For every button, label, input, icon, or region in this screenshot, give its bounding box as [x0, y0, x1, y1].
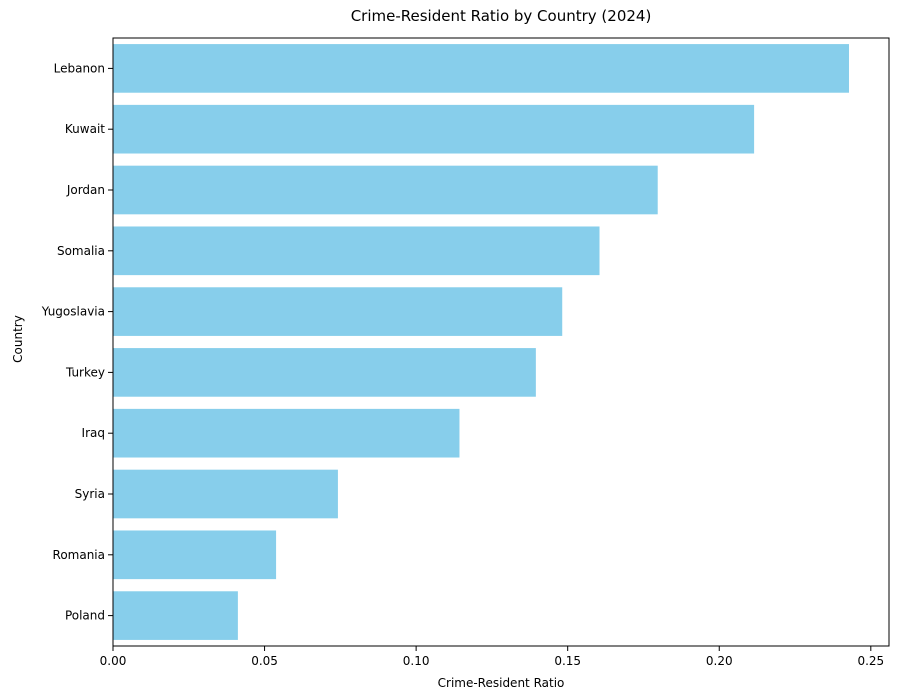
y-tick-label-iraq: Iraq	[82, 426, 105, 440]
bar-iraq	[113, 408, 460, 458]
bar-lebanon	[113, 44, 849, 93]
bar-somalia	[113, 226, 600, 276]
bar-yugoslavia	[113, 287, 563, 336]
y-tick-label-poland: Poland	[65, 609, 105, 623]
bar-jordan	[113, 165, 658, 215]
bar-romania	[113, 530, 277, 580]
chart-title: Crime-Resident Ratio by Country (2024)	[351, 7, 652, 25]
y-tick-label-romania: Romania	[53, 548, 105, 562]
x-tick-label-2: 0.10	[403, 654, 430, 668]
x-tick-label-4: 0.20	[706, 654, 733, 668]
x-tick-label-0: 0.00	[100, 654, 127, 668]
y-tick-label-turkey: Turkey	[65, 365, 105, 379]
plot-frame	[112, 37, 890, 647]
y-axis-label: Country	[11, 315, 25, 363]
x-tick-label-5: 0.25	[857, 654, 884, 668]
y-tick-label-yugoslavia: Yugoslavia	[41, 305, 105, 319]
y-tick-label-somalia: Somalia	[57, 244, 105, 258]
bar-syria	[113, 469, 338, 519]
axes-layer: Lebanon Kuwait Jordan Somalia Yugoslavia Turk…	[41, 37, 890, 668]
x-tick-label-1: 0.05	[251, 654, 278, 668]
y-tick-label-syria: Syria	[75, 487, 105, 501]
y-tick-label-jordan: Jordan	[66, 183, 105, 197]
bars-layer	[113, 44, 849, 640]
bar-turkey	[113, 348, 536, 397]
y-tick-label-lebanon: Lebanon	[54, 61, 105, 75]
x-tick-label-3: 0.15	[554, 654, 581, 668]
x-axis-label: Crime-Resident Ratio	[438, 676, 565, 690]
bar-kuwait	[113, 104, 755, 154]
y-tick-label-kuwait: Kuwait	[65, 122, 105, 136]
bar-poland	[113, 591, 238, 640]
